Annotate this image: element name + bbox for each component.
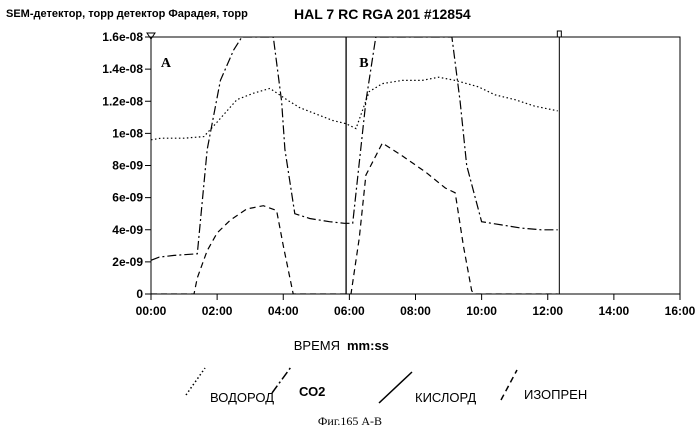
- y-tick-label: 6e-09: [112, 191, 143, 205]
- legend-label: ВОДОРОД: [210, 390, 274, 405]
- x-axis-unit: mm:ss: [347, 338, 389, 353]
- y-axis: 0 2e-09 4e-09 6e-09 8e-09 1e-08 1.2e-08 1.4e-08…: [102, 30, 151, 301]
- legend: ВОДОРОД СО2 КИСЛОРД ИЗОПРЕН: [185, 366, 587, 405]
- series-line: [151, 37, 558, 261]
- y-tick-label: 1.6e-08: [102, 30, 143, 44]
- panel-label: A: [161, 56, 172, 71]
- y-tick-label: 0: [136, 287, 143, 301]
- x-tick-label: 16:00: [665, 304, 696, 318]
- y-tick-label: 4e-09: [112, 223, 143, 237]
- x-tick-label: 04:00: [268, 304, 299, 318]
- x-tick-label: 14:00: [599, 304, 630, 318]
- end-marker: [556, 30, 562, 38]
- x-tick-label: 08:00: [400, 304, 431, 318]
- legend-label: ИЗОПРЕН: [524, 387, 587, 402]
- x-axis-label: ВРЕМЯ: [294, 338, 340, 353]
- x-tick-label: 00:00: [136, 304, 167, 318]
- y-tick-label: 1e-08: [112, 126, 143, 140]
- chart-title: HAL 7 RC RGA 201 #12854: [294, 6, 471, 22]
- x-tick-label: 10:00: [466, 304, 497, 318]
- x-tick-label: 12:00: [532, 304, 563, 318]
- y-axis-label: SEM-детектор, торр детектор Фарадея, тор…: [6, 8, 248, 20]
- x-tick-label: 02:00: [202, 304, 233, 318]
- y-tick-label: 2e-09: [112, 255, 143, 269]
- series-line: [151, 142, 558, 294]
- legend-swatch: [378, 371, 413, 404]
- panel-label: B: [359, 56, 368, 71]
- x-tick-label: 06:00: [334, 304, 365, 318]
- start-marker: [146, 32, 156, 40]
- plot-frame: [150, 36, 681, 295]
- legend-label: СО2: [299, 384, 325, 399]
- y-tick-label: 8e-09: [112, 159, 143, 173]
- legend-swatch: [185, 367, 206, 396]
- series-line: [151, 76, 558, 141]
- legend-swatch: [500, 369, 518, 401]
- series-lines: [151, 37, 558, 294]
- plot-area: [146, 30, 681, 295]
- figure-caption: Фиг.165 А-В: [318, 414, 382, 428]
- legend-swatch: [271, 366, 292, 394]
- y-tick-label: 1.2e-08: [102, 94, 143, 108]
- legend-label: КИСЛОРД: [415, 390, 476, 405]
- x-axis: 00:00 02:00 04:00 06:00 08:00 10:00 12:00 14:00…: [136, 294, 696, 318]
- y-tick-label: 1.4e-08: [102, 62, 143, 76]
